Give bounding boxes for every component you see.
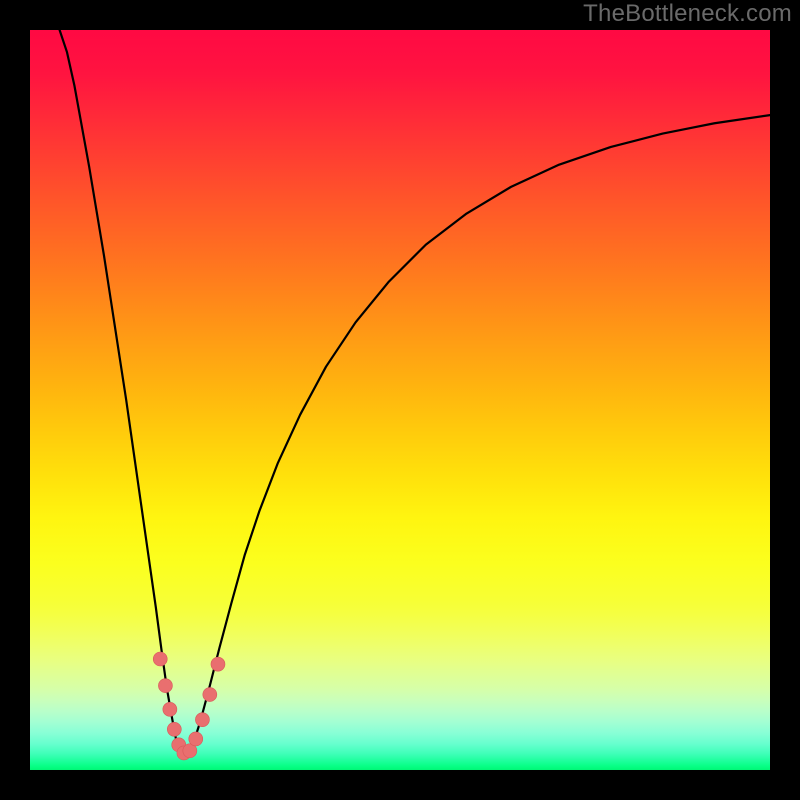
gradient-background xyxy=(30,30,770,770)
chart-stage: TheBottleneck.com xyxy=(0,0,800,800)
trough-marker xyxy=(163,702,177,716)
trough-marker xyxy=(211,657,225,671)
trough-marker xyxy=(153,652,167,666)
trough-marker xyxy=(203,688,217,702)
trough-marker xyxy=(167,722,181,736)
chart-svg xyxy=(30,30,770,770)
trough-marker xyxy=(189,732,203,746)
trough-marker xyxy=(195,713,209,727)
plot-area xyxy=(30,30,770,770)
watermark-text: TheBottleneck.com xyxy=(583,0,792,28)
trough-marker xyxy=(158,679,172,693)
chart-frame xyxy=(30,30,770,770)
